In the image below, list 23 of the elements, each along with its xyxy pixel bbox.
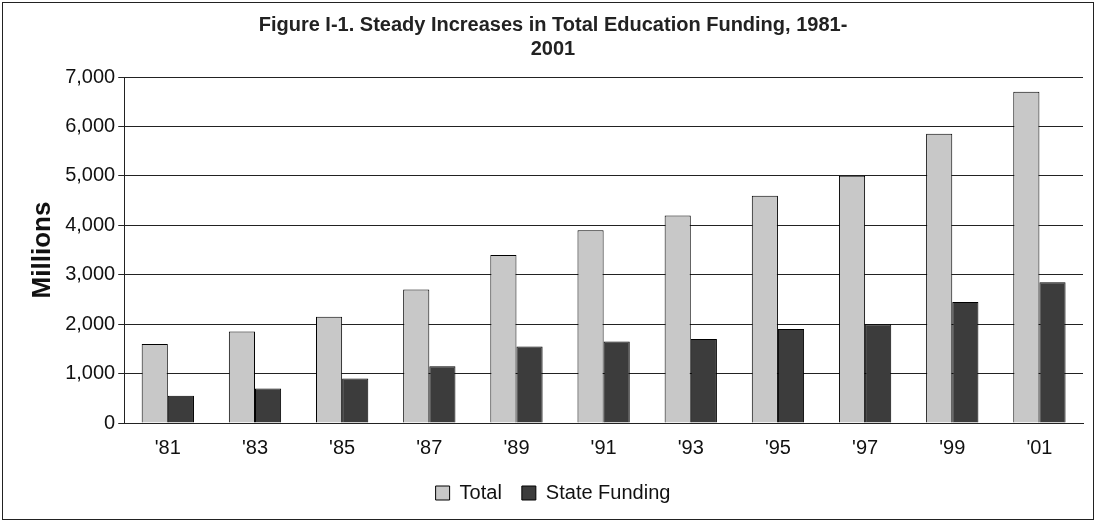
y-axis-title: Millions bbox=[25, 201, 56, 299]
y-tick-label: 3,000 bbox=[65, 262, 116, 285]
chart-title: Figure I-1. Steady Increases in Total Education Funding, 1981- 2001 bbox=[258, 12, 848, 59]
y-tick-label: 7,000 bbox=[65, 64, 116, 87]
y-tick-label: 2,000 bbox=[65, 311, 116, 334]
x-tick-label: '01 bbox=[1026, 435, 1053, 458]
y-tick-label: 1,000 bbox=[65, 361, 116, 384]
x-tick-label: '91 bbox=[590, 435, 617, 458]
y-tick-label: 5,000 bbox=[65, 163, 116, 186]
y-tick-label: 6,000 bbox=[65, 113, 116, 136]
legend-label: State Funding bbox=[545, 480, 671, 503]
x-tick-label: '93 bbox=[677, 435, 704, 458]
x-tick-label: '97 bbox=[852, 435, 879, 458]
x-tick-label: '85 bbox=[329, 435, 356, 458]
x-tick-label: '99 bbox=[939, 435, 966, 458]
x-tick-label: '89 bbox=[503, 435, 530, 458]
x-tick-label: '81 bbox=[154, 435, 181, 458]
y-tick-label: 4,000 bbox=[65, 212, 116, 235]
x-tick-label: '87 bbox=[416, 435, 443, 458]
x-tick-label: '83 bbox=[241, 435, 269, 458]
legend-label: Total bbox=[459, 480, 502, 503]
x-tick-label: '95 bbox=[764, 435, 791, 458]
y-tick-label: 0 bbox=[104, 410, 116, 433]
